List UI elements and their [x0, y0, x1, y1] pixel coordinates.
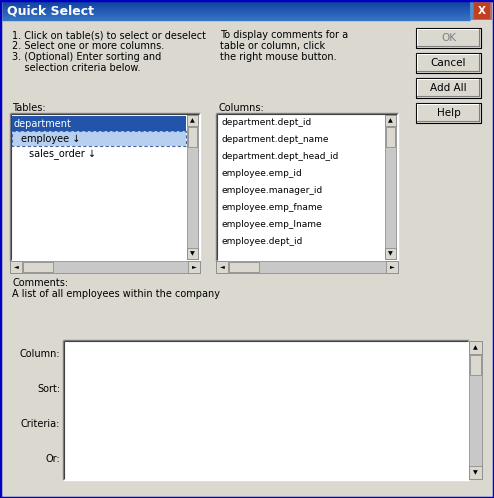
Text: Criteria:: Criteria: — [21, 419, 60, 429]
Text: selection criteria below.: selection criteria below. — [12, 63, 140, 73]
Bar — [416, 28, 481, 48]
Bar — [416, 103, 481, 123]
Text: ▼: ▼ — [190, 251, 195, 256]
Text: ◄: ◄ — [220, 264, 224, 269]
Bar — [473, 2, 490, 19]
Text: department.dept_id: department.dept_id — [221, 118, 311, 127]
Text: employee.dept_id: employee.dept_id — [221, 237, 302, 246]
Bar — [187, 115, 198, 259]
Text: Column:: Column: — [19, 349, 60, 359]
Text: 2. Select one or more columns.: 2. Select one or more columns. — [12, 41, 164, 51]
Bar — [187, 115, 198, 126]
Bar — [12, 116, 186, 131]
Text: A list of all employees within the company: A list of all employees within the compa… — [12, 289, 220, 299]
Text: Quick Select: Quick Select — [7, 4, 94, 17]
Text: employee.emp_fname: employee.emp_fname — [221, 203, 322, 212]
Text: ▼: ▼ — [473, 470, 478, 475]
Text: 3. (Optional) Enter sorting and: 3. (Optional) Enter sorting and — [12, 52, 161, 62]
Text: Help: Help — [437, 108, 460, 118]
Bar — [10, 261, 200, 273]
Bar — [216, 113, 398, 261]
Text: department: department — [13, 119, 71, 128]
Text: ►: ► — [192, 264, 197, 269]
Bar — [216, 261, 228, 273]
Bar — [416, 53, 481, 73]
Bar — [385, 115, 396, 126]
Bar — [470, 1, 492, 20]
Bar — [416, 78, 481, 98]
Bar — [10, 261, 22, 273]
Text: employee.manager_id: employee.manager_id — [221, 186, 322, 195]
Text: ▲: ▲ — [473, 345, 478, 350]
Text: employee.emp_id: employee.emp_id — [221, 169, 302, 178]
Text: employee.emp_lname: employee.emp_lname — [221, 220, 322, 229]
Bar — [416, 78, 481, 98]
Bar — [469, 466, 482, 479]
Bar — [469, 341, 482, 479]
Text: Cancel: Cancel — [431, 58, 466, 68]
Text: Sort:: Sort: — [37, 384, 60, 394]
Text: ►: ► — [390, 264, 394, 269]
Bar — [12, 131, 186, 146]
Bar — [23, 262, 53, 272]
Text: ▲: ▲ — [190, 118, 195, 123]
Bar — [473, 2, 490, 19]
Text: department.dept_head_id: department.dept_head_id — [221, 152, 338, 161]
Bar — [188, 261, 200, 273]
Bar — [386, 261, 398, 273]
Bar — [385, 248, 396, 259]
Text: X: X — [478, 5, 486, 15]
Bar — [416, 53, 481, 73]
Text: ▲: ▲ — [388, 118, 393, 123]
Text: table or column, click: table or column, click — [220, 41, 325, 51]
Text: ◄: ◄ — [14, 264, 18, 269]
Text: Tables:: Tables: — [12, 103, 45, 113]
Text: Or:: Or: — [45, 454, 60, 464]
Bar — [63, 340, 469, 480]
Bar — [187, 248, 198, 259]
Text: employee ↓: employee ↓ — [21, 133, 81, 143]
Text: OK: OK — [441, 33, 456, 43]
Text: Add All: Add All — [430, 83, 467, 93]
Bar — [416, 103, 481, 123]
Text: ▼: ▼ — [388, 251, 393, 256]
Bar — [10, 113, 200, 261]
Text: Comments:: Comments: — [12, 278, 68, 288]
Text: 1. Click on table(s) to select or deselect: 1. Click on table(s) to select or desele… — [12, 30, 206, 40]
Text: To display comments for a: To display comments for a — [220, 30, 348, 40]
Text: sales_order ↓: sales_order ↓ — [29, 148, 96, 159]
Bar — [216, 261, 398, 273]
Bar — [469, 341, 482, 354]
Bar — [470, 355, 481, 375]
Bar — [385, 115, 396, 259]
Bar — [188, 127, 197, 147]
Bar — [416, 28, 481, 48]
Text: the right mouse button.: the right mouse button. — [220, 52, 336, 62]
Bar — [12, 131, 186, 146]
Bar — [229, 262, 259, 272]
Bar — [386, 127, 395, 147]
Text: department.dept_name: department.dept_name — [221, 135, 329, 144]
Text: Columns:: Columns: — [218, 103, 264, 113]
